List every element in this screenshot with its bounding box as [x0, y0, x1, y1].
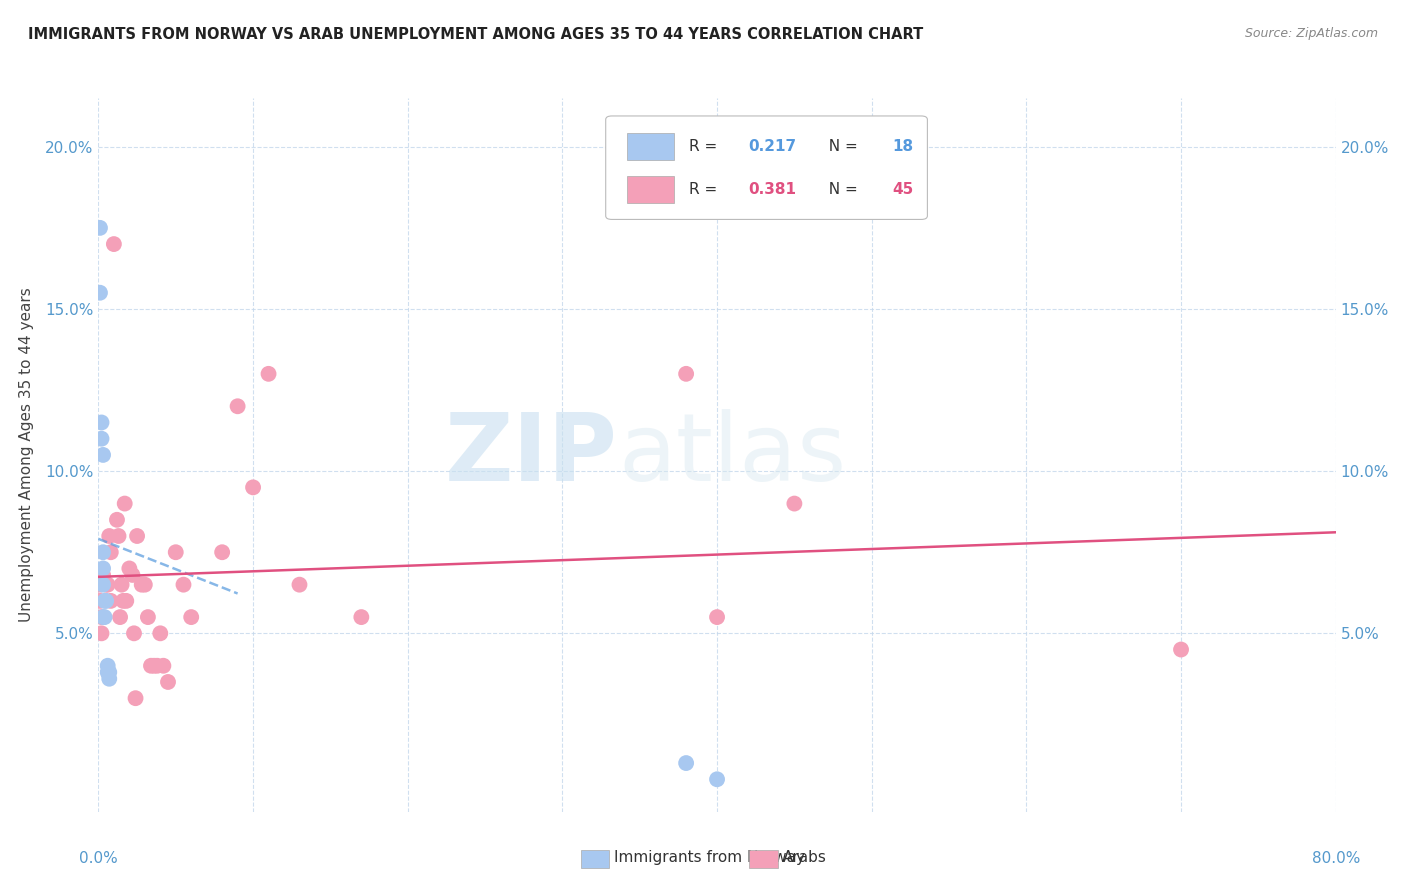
Point [226, 399, 249, 413]
Point [288, 577, 311, 591]
Point [89, 594, 111, 608]
Point [173, 577, 195, 591]
Point [122, 626, 145, 640]
Point [91, 568, 114, 582]
FancyBboxPatch shape [606, 116, 928, 219]
Point [91, 577, 114, 591]
Point [706, 772, 728, 787]
Point [783, 497, 806, 511]
Point [136, 610, 159, 624]
Point [706, 610, 728, 624]
Text: ZIP: ZIP [446, 409, 619, 501]
Point [91, 545, 114, 559]
Text: R =: R = [689, 182, 721, 197]
Point [139, 658, 162, 673]
Point [90, 626, 112, 640]
Point [115, 594, 138, 608]
Point [157, 675, 180, 690]
Text: R =: R = [689, 139, 721, 154]
Point [112, 594, 135, 608]
Point [149, 626, 172, 640]
Point [89, 220, 111, 235]
Point [675, 756, 697, 770]
Point [91, 610, 114, 624]
Point [90, 416, 112, 430]
Point [96, 577, 118, 591]
Point [131, 577, 153, 591]
Point [93, 610, 115, 624]
Point [146, 658, 169, 673]
Point [90, 432, 112, 446]
Point [124, 691, 146, 706]
Point [89, 577, 111, 591]
Point [152, 658, 174, 673]
Point [98, 529, 121, 543]
Text: 80.0%: 80.0% [1312, 851, 1360, 865]
Point [100, 594, 122, 608]
Point [211, 545, 233, 559]
Point [97, 665, 120, 680]
Text: 0.217: 0.217 [748, 139, 796, 154]
Point [121, 568, 143, 582]
Point [118, 561, 141, 575]
Point [114, 497, 136, 511]
Text: 45: 45 [893, 182, 914, 197]
Point [127, 529, 149, 543]
Text: 0.0%: 0.0% [79, 851, 118, 865]
Point [91, 448, 114, 462]
Point [98, 672, 121, 686]
Y-axis label: Unemployment Among Ages 35 to 44 years: Unemployment Among Ages 35 to 44 years [20, 287, 34, 623]
Point [93, 594, 115, 608]
Point [1170, 642, 1192, 657]
Text: N =: N = [818, 139, 862, 154]
Point [89, 285, 111, 300]
Point [105, 513, 128, 527]
Text: Source: ZipAtlas.com: Source: ZipAtlas.com [1244, 27, 1378, 40]
Point [111, 577, 134, 591]
Point [107, 529, 129, 543]
Text: Arabs: Arabs [783, 850, 827, 864]
Point [165, 545, 187, 559]
Point [97, 658, 120, 673]
Point [96, 594, 118, 608]
Point [98, 665, 121, 680]
Point [97, 577, 120, 591]
Point [90, 610, 112, 624]
Text: atlas: atlas [619, 409, 846, 501]
Text: IMMIGRANTS FROM NORWAY VS ARAB UNEMPLOYMENT AMONG AGES 35 TO 44 YEARS CORRELATIO: IMMIGRANTS FROM NORWAY VS ARAB UNEMPLOYM… [28, 27, 924, 42]
Text: 0.381: 0.381 [748, 182, 796, 197]
Point [242, 480, 264, 494]
Point [143, 658, 166, 673]
Text: N =: N = [818, 182, 862, 197]
Point [100, 545, 122, 559]
Point [180, 610, 202, 624]
FancyBboxPatch shape [627, 176, 673, 203]
Point [108, 610, 131, 624]
Point [134, 577, 156, 591]
Text: 18: 18 [893, 139, 914, 154]
FancyBboxPatch shape [627, 133, 673, 161]
Point [350, 610, 373, 624]
Point [257, 367, 280, 381]
Point [103, 237, 125, 252]
Text: Immigrants from Norway: Immigrants from Norway [614, 850, 806, 864]
Point [91, 561, 114, 575]
Point [675, 367, 697, 381]
